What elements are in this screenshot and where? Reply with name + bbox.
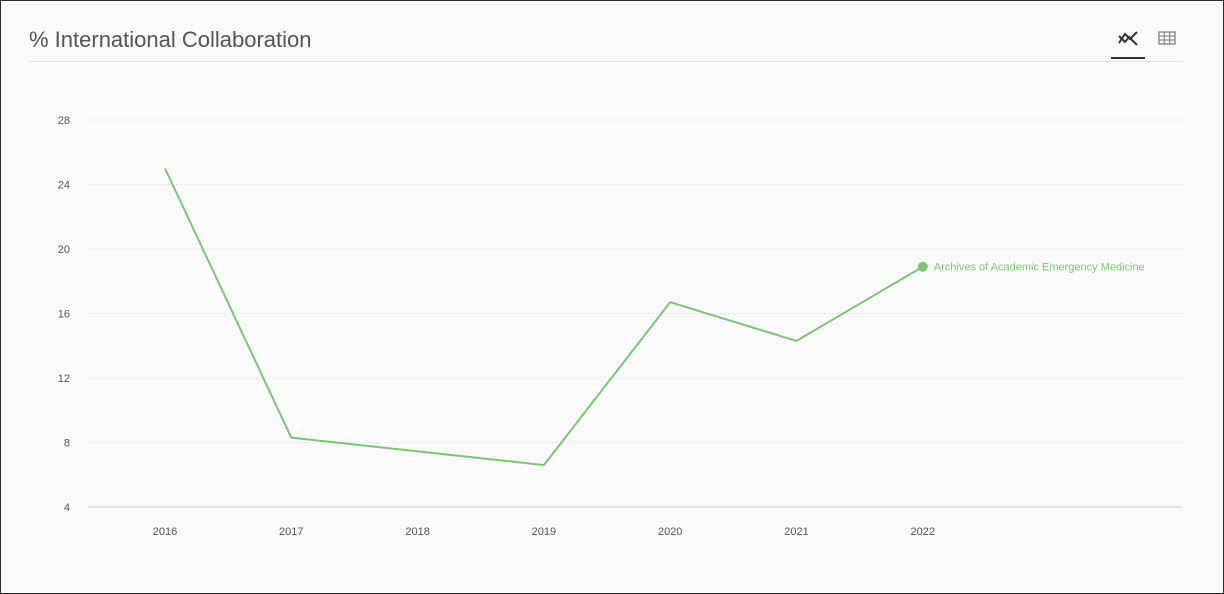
x-tick-label: 2017: [279, 526, 303, 538]
view-toggle: [1111, 27, 1183, 59]
series-end-marker: [917, 261, 928, 272]
x-tick-label: 2022: [911, 526, 935, 538]
y-tick-label: 4: [64, 502, 70, 514]
y-tick-label: 16: [58, 309, 70, 321]
x-tick-label: 2018: [405, 526, 429, 538]
x-tick-label: 2016: [153, 526, 177, 538]
chart-title: % International Collaboration: [29, 27, 312, 52]
x-tick-label: 2019: [532, 526, 556, 538]
line-chart-view-button[interactable]: [1111, 27, 1145, 59]
table-view-button[interactable]: [1153, 27, 1183, 53]
y-tick-label: 8: [64, 438, 70, 450]
series-label: Archives of Academic Emergency Medicine: [934, 262, 1145, 274]
line-chart-icon: [1118, 31, 1138, 46]
x-tick-label: 2021: [784, 526, 808, 538]
panel-header: % International Collaboration: [29, 23, 1183, 62]
table-grid-icon: [1158, 31, 1176, 45]
x-tick-label: 2020: [658, 526, 682, 538]
y-tick-label: 12: [58, 373, 70, 385]
y-tick-label: 24: [58, 180, 70, 192]
series-line: [164, 167, 924, 467]
y-tick-label: 20: [58, 244, 70, 256]
y-tick-label: 28: [58, 115, 70, 127]
